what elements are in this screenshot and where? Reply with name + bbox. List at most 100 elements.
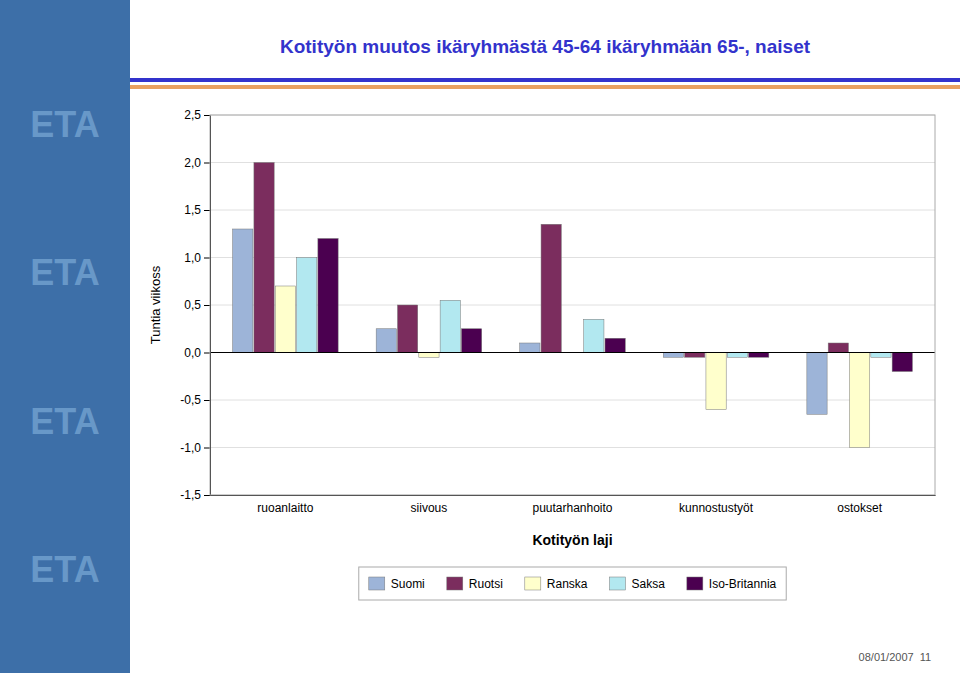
legend-label: Saksa bbox=[631, 577, 665, 591]
x-tick-label: puutarhanhoito bbox=[532, 501, 612, 515]
legend-item: Iso-Britannia bbox=[687, 577, 777, 591]
bar-series bbox=[318, 239, 913, 372]
legend-item: Ruotsi bbox=[447, 577, 503, 591]
bar bbox=[828, 343, 848, 353]
chart-root: ETA ETA ETA ETA Kotityön muutos ikäryhmästä … bbox=[0, 0, 960, 673]
y-tick: -1,5 bbox=[180, 488, 210, 502]
bar bbox=[541, 224, 561, 352]
y-tick-mark bbox=[204, 163, 210, 164]
y-tick-mark bbox=[204, 115, 210, 116]
x-tick: ruoanlaitto bbox=[257, 495, 313, 515]
grid-line bbox=[210, 447, 935, 448]
bar bbox=[318, 239, 338, 353]
bar bbox=[419, 353, 439, 358]
y-tick: 2,0 bbox=[184, 156, 210, 170]
y-tick-mark bbox=[204, 448, 210, 449]
legend-frame bbox=[359, 567, 786, 600]
zero-line bbox=[210, 352, 935, 353]
grid-line bbox=[210, 162, 935, 163]
bar bbox=[233, 229, 253, 353]
x-tick: ostokset bbox=[837, 495, 882, 515]
y-tick-label: 0,5 bbox=[184, 298, 201, 312]
title: Kotityön muutos ikäryhmästä 45-64 ikäryh… bbox=[280, 36, 811, 57]
x-axis-title: Kotityön laji bbox=[532, 532, 612, 548]
bar bbox=[727, 353, 747, 358]
y-axis: -1,5 -1,0 -0,5 0,0 0,5 1,0 1,5 2,0 2,5 bbox=[180, 108, 210, 502]
legend-swatch bbox=[687, 577, 703, 590]
y-tick-label: 2,5 bbox=[184, 108, 201, 122]
legend-label: Ranska bbox=[547, 577, 588, 591]
y-axis-title: Tuntia viikoss bbox=[148, 265, 163, 344]
y-tick: -1,0 bbox=[180, 441, 210, 455]
watermark: ETA bbox=[30, 401, 99, 442]
bar bbox=[297, 258, 317, 353]
x-tick: siivous bbox=[411, 495, 448, 515]
y-tick-mark bbox=[204, 210, 210, 211]
y-tick-mark bbox=[204, 400, 210, 401]
bar bbox=[871, 353, 891, 358]
legend: Suomi Ruotsi Ranska Saksa Iso-Britannia bbox=[359, 567, 786, 600]
y-tick-label: 2,0 bbox=[184, 156, 201, 170]
x-tick: kunnostustyöt bbox=[679, 495, 754, 515]
y-tick: -0,5 bbox=[180, 393, 210, 407]
x-tick-label: ruoanlaitto bbox=[257, 501, 313, 515]
bar bbox=[892, 353, 912, 372]
bar-series bbox=[275, 286, 870, 448]
bars bbox=[233, 163, 913, 448]
legend-label: Iso-Britannia bbox=[709, 577, 777, 591]
legend-label: Suomi bbox=[391, 577, 425, 591]
bar bbox=[520, 343, 540, 353]
y-tick-mark bbox=[204, 353, 210, 354]
grid-line bbox=[210, 352, 935, 353]
legend-item: Ranska bbox=[525, 577, 588, 591]
bar-series bbox=[297, 258, 892, 358]
legend-swatch bbox=[609, 577, 625, 590]
bar-series bbox=[254, 163, 849, 358]
bar bbox=[440, 300, 460, 352]
x-tick: puutarhanhoito bbox=[532, 495, 612, 515]
y-tick-label: 1,5 bbox=[184, 203, 201, 217]
y-tick-label: -1,0 bbox=[180, 441, 201, 455]
bar bbox=[376, 329, 396, 353]
plot-background bbox=[210, 115, 935, 495]
y-tick: 0,0 bbox=[184, 346, 210, 360]
bar bbox=[749, 353, 769, 358]
bar bbox=[706, 353, 726, 410]
y-tick-label: 0,0 bbox=[184, 346, 201, 360]
bar-series bbox=[233, 229, 828, 414]
bar bbox=[254, 163, 274, 353]
grid-line bbox=[210, 210, 935, 211]
y-tick: 2,5 bbox=[184, 108, 210, 122]
bar bbox=[584, 319, 604, 352]
y-tick-mark bbox=[204, 495, 210, 496]
plot-frame bbox=[210, 115, 935, 495]
watermark: ETA bbox=[30, 252, 99, 293]
footer: 08/01/2007 11 bbox=[859, 651, 932, 663]
y-tick: 1,5 bbox=[184, 203, 210, 217]
y-tick: 0,5 bbox=[184, 298, 210, 312]
y-tick-label: -0,5 bbox=[180, 393, 201, 407]
legend-swatch bbox=[447, 577, 463, 590]
watermark: ETA bbox=[30, 549, 99, 590]
y-tick-label: 1,0 bbox=[184, 251, 201, 265]
bar bbox=[275, 286, 295, 353]
watermark: ETA bbox=[30, 104, 99, 145]
legend-swatch bbox=[525, 577, 541, 590]
y-tick-mark bbox=[204, 258, 210, 259]
bar bbox=[850, 353, 870, 448]
x-tick-label: ostokset bbox=[837, 501, 882, 515]
bar bbox=[807, 353, 827, 415]
title-underline bbox=[130, 85, 960, 89]
title-underline bbox=[130, 78, 960, 82]
x-tick-label: siivous bbox=[411, 501, 448, 515]
grid bbox=[210, 115, 935, 495]
bar bbox=[397, 305, 417, 353]
bar bbox=[461, 329, 481, 353]
x-axis: ruoanlaitto siivous puutarhanhoito kunnostu… bbox=[211, 495, 936, 515]
y-tick-mark bbox=[204, 305, 210, 306]
bar bbox=[605, 338, 625, 352]
x-tick-label: kunnostustyöt bbox=[679, 501, 754, 515]
legend-item: Saksa bbox=[609, 577, 665, 591]
legend-label: Ruotsi bbox=[469, 577, 503, 591]
bar bbox=[663, 353, 683, 358]
